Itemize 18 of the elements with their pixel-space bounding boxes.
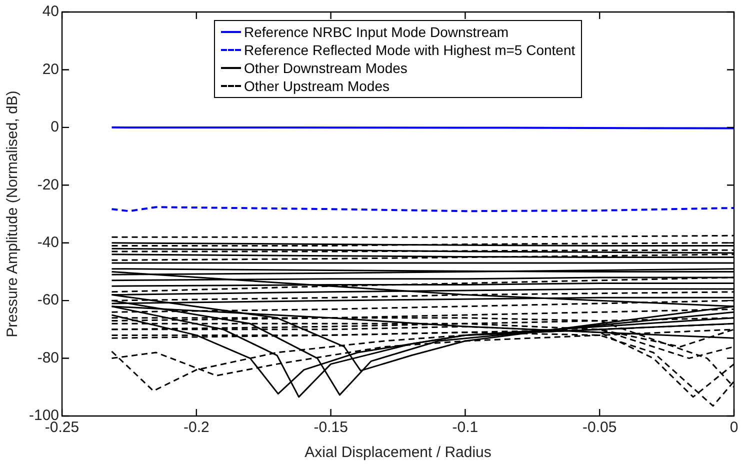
x-tick-label: -0.2	[183, 419, 210, 436]
x-axis-title: Axial Displacement / Radius	[304, 444, 492, 462]
y-tick-label: -60	[37, 292, 60, 309]
y-tick-label: 40	[42, 3, 60, 20]
y-axis-title: Pressure Amplitude (Normalised, dB)	[4, 90, 22, 338]
x-tick-label: 0	[730, 419, 738, 436]
y-tick-label: 0	[50, 118, 60, 136]
y-tick-label: -80	[37, 349, 60, 366]
legend-label: Reference NRBC Input Mode Downstream	[244, 23, 509, 41]
y-tick-label: -40	[37, 234, 60, 251]
legend-label: Other Upstream Modes	[244, 77, 390, 95]
x-tick-label: -0.15	[314, 419, 348, 436]
legend-label: Other Downstream Modes	[244, 59, 408, 77]
x-tick-label: -0.05	[582, 419, 617, 436]
x-tick-label: -0.1	[452, 419, 478, 436]
y-tick-label: -20	[37, 176, 60, 194]
legend-label: Reference Reflected Mode with Highest m=5 Content	[244, 41, 576, 59]
y-tick-label: 20	[42, 60, 60, 78]
